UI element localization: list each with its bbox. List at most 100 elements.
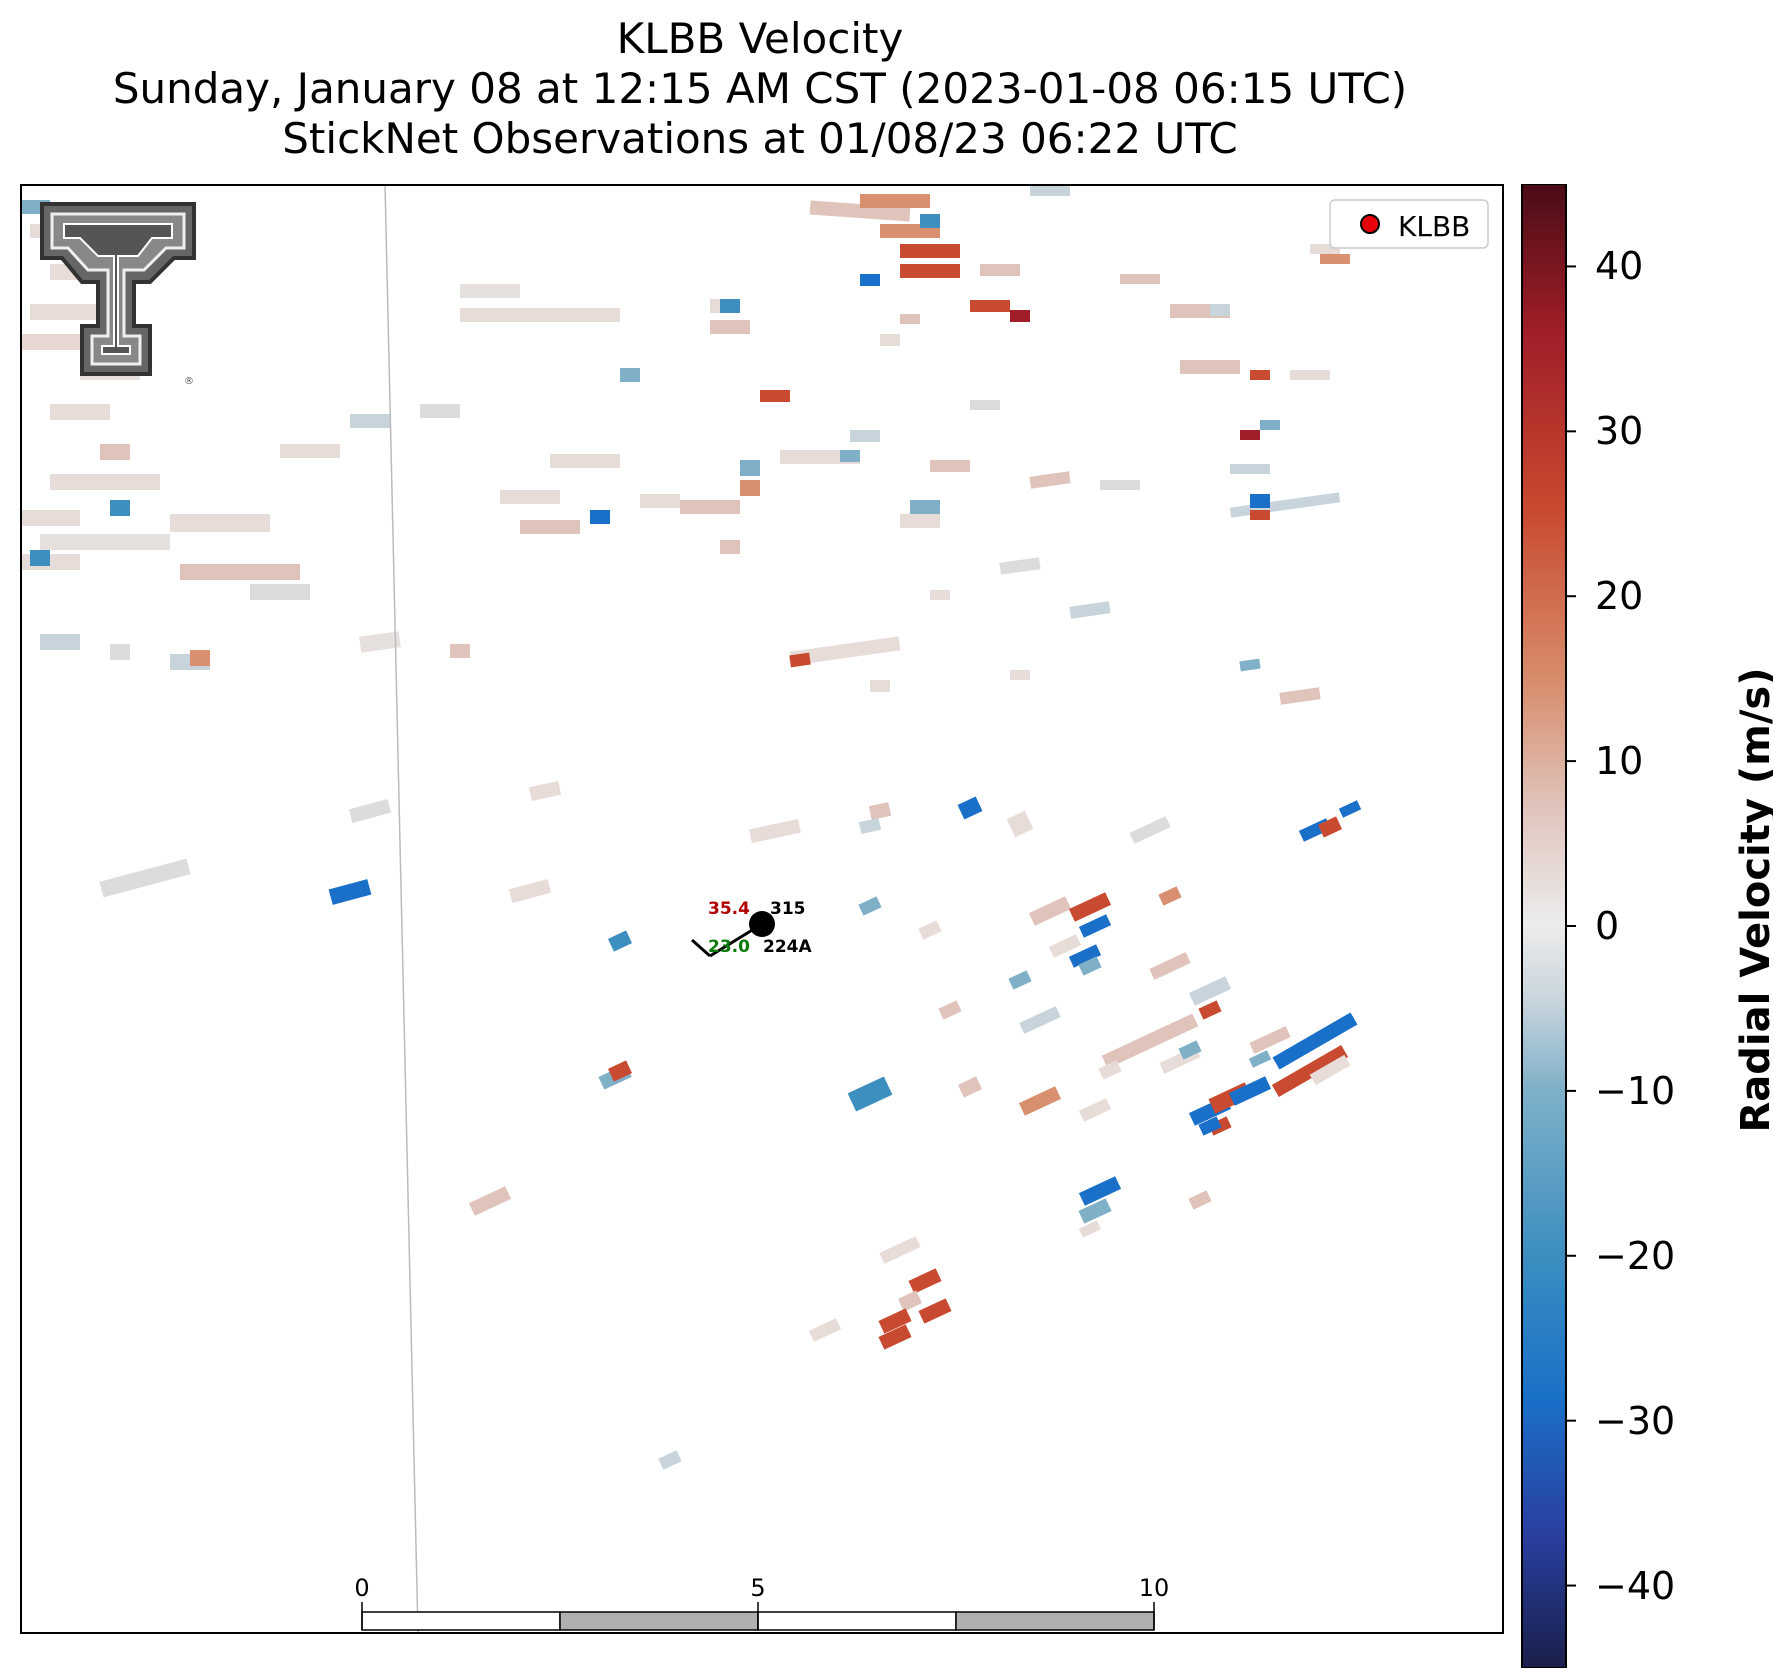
velocity-cell: [710, 320, 750, 334]
velocity-cell: [850, 430, 880, 442]
velocity-cell: [1010, 310, 1030, 322]
velocity-cell: [640, 494, 680, 508]
velocity-cell: [740, 460, 760, 476]
velocity-cell: [1320, 254, 1350, 264]
velocity-cell: [808, 1318, 842, 1342]
station-id-top: 315: [770, 899, 806, 919]
velocity-cell: [1018, 1086, 1062, 1116]
velocity-cell: [880, 334, 900, 346]
velocity-cell: [1198, 1000, 1222, 1020]
colorbar-tick-label: −10: [1595, 1068, 1676, 1113]
velocity-cell: [1188, 1190, 1212, 1210]
velocity-cell: [879, 1236, 921, 1264]
station-id-bottom: 224A: [763, 937, 812, 957]
velocity-cell: [1248, 1050, 1272, 1068]
velocity-cell: [20, 510, 80, 526]
velocity-cell: [1249, 1026, 1291, 1054]
velocity-cell: [1250, 510, 1270, 520]
velocity-cell: [789, 652, 811, 668]
velocity-cell: [999, 557, 1041, 575]
map-frame: [20, 184, 1504, 1634]
colorbar: [1521, 184, 1576, 1668]
velocity-cell: [1098, 1060, 1122, 1080]
velocity-cell: [468, 1186, 512, 1216]
velocity-cell: [1068, 944, 1102, 968]
texas-tech-logo: ®: [40, 202, 196, 387]
velocity-cell: [30, 550, 50, 566]
legend: KLBB: [1329, 199, 1489, 249]
velocity-cell: [760, 390, 790, 402]
velocity-cell: [110, 644, 130, 660]
station-marker-icon: [749, 911, 775, 937]
velocity-cell: [1210, 304, 1230, 316]
velocity-cell: [1048, 934, 1082, 958]
velocity-cell: [1240, 430, 1260, 440]
velocity-cell: [50, 474, 160, 490]
velocity-cell: [1272, 1012, 1358, 1070]
velocity-cell: [1310, 244, 1340, 254]
velocity-cell: [1030, 184, 1070, 196]
velocity-cell: [1010, 670, 1030, 680]
velocity-cell: [920, 214, 940, 228]
velocity-cell: [1019, 1006, 1061, 1034]
velocity-cell: [1198, 1116, 1222, 1136]
colorbar-tick-label: −20: [1595, 1233, 1676, 1278]
velocity-cell: [1338, 800, 1362, 818]
velocity-cell: [680, 500, 740, 514]
chart-subtitle-time: Sunday, January 08 at 12:15 AM CST (2023…: [112, 64, 1408, 113]
velocity-cell: [350, 414, 390, 428]
velocity-cell: [1279, 687, 1321, 705]
velocity-cell: [1078, 1098, 1112, 1122]
velocity-cell: [1178, 1040, 1202, 1060]
velocity-cell: [40, 634, 80, 650]
velocity-cell: [789, 636, 901, 666]
colorbar-tick-label: 30: [1595, 409, 1644, 454]
velocity-cell: [878, 1324, 912, 1350]
scale-tick-10: 10: [1139, 1574, 1170, 1602]
wind-barb-flag: [691, 938, 711, 958]
velocity-cell: [110, 500, 130, 516]
svg-text:®: ®: [184, 376, 194, 387]
colorbar-tick-label: 40: [1595, 244, 1644, 289]
velocity-cell: [1078, 956, 1102, 976]
velocity-cell: [1068, 892, 1112, 922]
velocity-cell: [858, 896, 882, 916]
velocity-cell: [30, 304, 100, 320]
velocity-cell: [1129, 816, 1171, 844]
velocity-cell: [280, 444, 340, 458]
velocity-cell: [1078, 1198, 1112, 1224]
velocity-cell: [878, 1308, 912, 1334]
velocity-cell: [328, 879, 372, 905]
velocity-cell: [99, 858, 191, 898]
velocity-cell: [860, 274, 880, 286]
velocity-cell: [520, 520, 580, 534]
velocity-cell: [840, 450, 860, 462]
velocity-cell: [460, 308, 620, 322]
velocity-cell: [1250, 370, 1270, 380]
velocity-cell: [658, 1450, 682, 1470]
chart-title: KLBB Velocity: [616, 14, 904, 63]
velocity-cell: [460, 284, 520, 298]
velocity-cell: [607, 930, 633, 952]
velocity-cell: [860, 194, 930, 208]
velocity-cell: [1101, 1013, 1199, 1069]
colorbar-tick-label: 10: [1595, 739, 1644, 784]
velocity-cell: [847, 1076, 893, 1112]
velocity-cell: [450, 644, 470, 658]
velocity-cell: [1078, 1176, 1122, 1206]
velocity-cell: [170, 514, 270, 532]
colorbar-tick-label: −40: [1595, 1563, 1676, 1608]
velocity-cell: [1290, 370, 1330, 380]
velocity-cell: [970, 400, 1000, 410]
velocity-cell: [1260, 420, 1280, 430]
velocity-cell: [50, 404, 110, 420]
velocity-cell: [528, 781, 562, 801]
velocity-cell: [1149, 952, 1191, 980]
velocity-cell: [1078, 914, 1112, 938]
velocity-cell: [40, 534, 170, 550]
velocity-cell: [607, 1060, 633, 1082]
velocity-cell: [620, 368, 640, 382]
velocity-cell: [1230, 464, 1270, 474]
velocity-cell: [970, 300, 1010, 312]
velocity-cell: [1100, 480, 1140, 490]
